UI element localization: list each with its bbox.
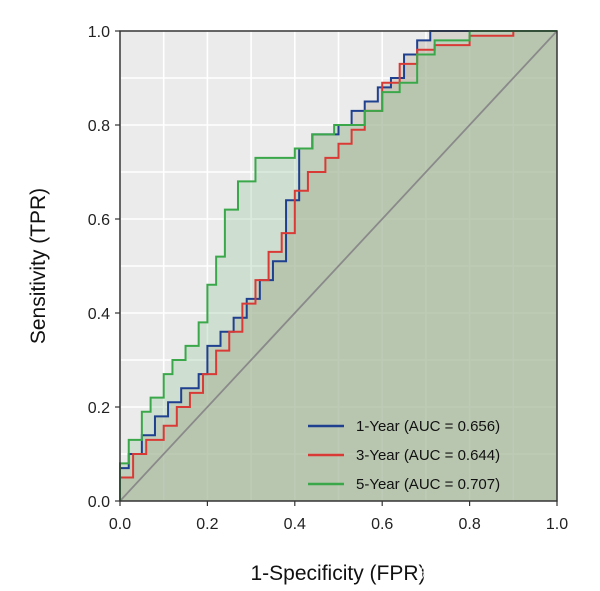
x-tick-label: 0.6 bbox=[371, 516, 393, 533]
x-tick-label: 0.8 bbox=[458, 516, 480, 533]
y-tick-label: 1.0 bbox=[88, 24, 110, 41]
legend: 1-Year (AUC = 0.656) 3-Year (AUC = 0.644)… bbox=[308, 418, 500, 493]
y-tick-label: 0.4 bbox=[88, 306, 110, 323]
y-axis-label: Sensitivity (TPR) bbox=[27, 188, 50, 344]
roc-curve-line bbox=[119, 30, 557, 501]
plot-frame bbox=[119, 30, 558, 502]
x-tick-label: 0.0 bbox=[109, 516, 131, 533]
y-tick-label: 0.2 bbox=[88, 400, 110, 417]
watermark-text: 知乎 @MIFI微观数据研究 bbox=[420, 564, 590, 582]
roc-curve-line bbox=[119, 30, 557, 501]
y-tick-label: 0.8 bbox=[88, 118, 110, 135]
legend-label: 1-Year (AUC = 0.656) bbox=[356, 418, 500, 435]
x-tick-label: 1.0 bbox=[546, 516, 568, 533]
legend-label: 3-Year (AUC = 0.644) bbox=[356, 447, 500, 464]
roc-curve-line bbox=[119, 30, 557, 501]
x-axis-label: 1-Specificity (FPR) bbox=[250, 562, 425, 585]
roc-curves bbox=[119, 30, 557, 501]
axis-ticks: 0.0 0.2 0.4 0.6 0.8 1.0 0.0 0.2 0.4 0.6 0.8 1.0 bbox=[88, 24, 568, 533]
y-tick-label: 0.6 bbox=[88, 212, 110, 229]
legend-label: 5-Year (AUC = 0.707) bbox=[356, 476, 500, 493]
x-tick-label: 0.2 bbox=[196, 516, 218, 533]
x-tick-label: 0.4 bbox=[284, 516, 306, 533]
reference-line bbox=[119, 30, 558, 502]
y-tick-label: 0.0 bbox=[88, 494, 110, 511]
diagonal-reference-line bbox=[119, 30, 558, 502]
